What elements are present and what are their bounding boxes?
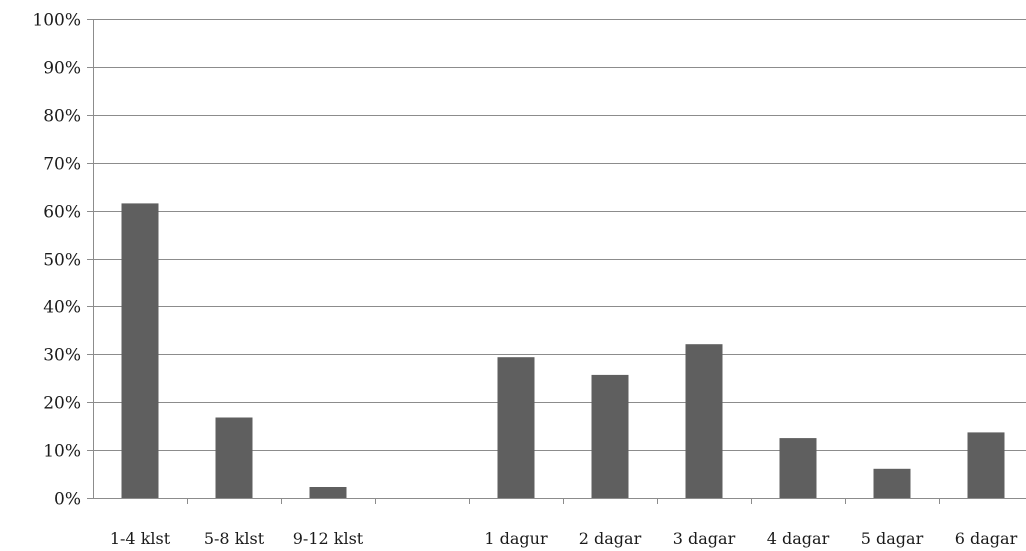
y-tick-labels: 0% 10% 20% 30% 40% 50% 60% 70% 80% 90% 100% [32, 11, 81, 510]
y-tick-label: 20% [43, 394, 81, 414]
bar-5-8-klst [215, 417, 253, 498]
x-tick-label: 5 dagar [861, 529, 924, 548]
bar-1-4-klst [121, 203, 159, 498]
axes [87, 19, 1026, 504]
bar-2-dagar [591, 374, 629, 498]
y-tick-label: 0% [54, 490, 81, 510]
x-tick-labels: 1-4 klst 5-8 klst 9-12 klst 1 dagur 2 dagar 3… [110, 529, 1018, 548]
bar-5-dagar [873, 468, 911, 498]
bar-9-12-klst [309, 487, 347, 498]
x-tick-label: 1-4 klst [110, 529, 171, 548]
bars [121, 203, 1005, 498]
bar-6-dagar [967, 432, 1005, 498]
y-tick-label: 60% [43, 203, 81, 223]
x-tick-label: 5-8 klst [204, 529, 265, 548]
x-tick-label: 9-12 klst [293, 529, 364, 548]
x-tick-label: 1 dagur [484, 529, 548, 548]
x-tick-label: 6 dagar [955, 529, 1018, 548]
y-tick-label: 30% [43, 346, 81, 366]
gridlines [93, 19, 1026, 451]
y-tick-label: 50% [43, 251, 81, 271]
y-tick-label: 10% [43, 442, 81, 462]
y-tick-label: 40% [43, 298, 81, 318]
x-tick-label: 3 dagar [673, 529, 736, 548]
bar-4-dagar [779, 438, 817, 498]
y-tick-label: 80% [43, 107, 81, 127]
bar-1-dagur [497, 357, 535, 498]
y-tick-label: 100% [32, 11, 81, 31]
bar-3-dagar [685, 344, 723, 498]
x-tick-label: 4 dagar [767, 529, 830, 548]
x-tick-label: 2 dagar [579, 529, 642, 548]
y-tick-label: 90% [43, 59, 81, 79]
y-tick-label: 70% [43, 155, 81, 175]
